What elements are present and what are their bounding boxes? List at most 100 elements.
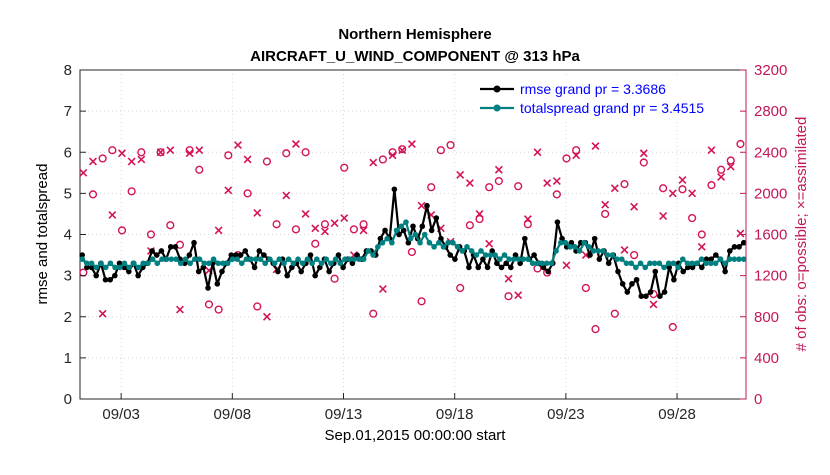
totalspread-point	[253, 256, 259, 262]
totalspread-point	[370, 252, 376, 258]
obs-assimilated-point	[359, 226, 368, 235]
obs-possible-point	[630, 250, 639, 260]
totalspread-point	[314, 256, 320, 262]
legend-rmse-label: rmse grand pr = 3.3686	[520, 81, 666, 97]
totalspread-point	[262, 260, 269, 267]
totalspread-point	[511, 256, 517, 262]
obs-assimilated-point	[282, 191, 291, 200]
rmse-point	[480, 256, 486, 262]
x-tick-label: 09/13	[325, 406, 363, 423]
obs-possible-point	[359, 220, 368, 229]
obs-assimilated-point	[185, 149, 194, 158]
obs-assimilated-point	[601, 200, 610, 209]
totalspread-point	[557, 239, 564, 246]
obs-possible-point	[311, 239, 320, 248]
totalspread-point	[234, 256, 240, 262]
totalspread-point	[440, 244, 447, 250]
obs-assimilated-point	[610, 184, 619, 193]
totalspread-point	[93, 264, 100, 271]
rmse-point	[619, 281, 626, 287]
totalspread-point	[229, 256, 236, 262]
totalspread-point	[126, 264, 132, 271]
obs-assimilated-point	[301, 209, 310, 218]
obs-assimilated-point	[736, 229, 745, 238]
rmse-point	[400, 227, 407, 234]
obs-possible-point	[504, 292, 513, 301]
legend: rmse grand pr = 3.3686 totalspread grand…	[476, 77, 738, 119]
totalspread-point	[248, 256, 254, 262]
rmse-point	[410, 223, 416, 230]
totalspread-point	[520, 256, 527, 262]
obs-possible-point	[137, 148, 146, 157]
totalspread-point	[393, 227, 400, 234]
obs-possible-point	[253, 302, 262, 311]
totalspread-point	[318, 260, 325, 267]
rmse-point	[382, 227, 388, 234]
totalspread-point	[698, 256, 705, 262]
obs-possible-point	[707, 181, 716, 190]
totalspread-point	[159, 256, 165, 262]
obs-possible-point	[697, 230, 706, 239]
totalspread-point	[689, 260, 695, 267]
rmse-point	[615, 268, 621, 275]
rmse-point	[126, 268, 132, 275]
rmse-point	[531, 252, 537, 258]
rmse-point	[484, 264, 491, 271]
obs-assimilated-point	[311, 224, 320, 233]
obs-possible-point	[146, 230, 156, 239]
rmse-point	[708, 256, 714, 262]
totalspread-point	[487, 252, 494, 258]
obs-assimilated-point	[678, 176, 687, 184]
rmse-point	[284, 272, 291, 279]
chart-title: Northern Hemisphere	[338, 26, 491, 43]
totalspread-point	[163, 256, 170, 262]
totalspread-point	[417, 239, 423, 246]
rmse-point	[689, 264, 696, 271]
obs-assimilated-point	[688, 189, 697, 198]
rmse-point	[340, 264, 346, 271]
obs-possible-point	[456, 283, 465, 293]
obs-possible-point	[79, 268, 88, 277]
axis-ticks: 0 1 2 3 4 5 6 7 8 0 400 800 1200 1600 2000 2400 2800 3200…	[64, 62, 788, 423]
totalspread-point	[623, 260, 630, 267]
obs-possible-point	[427, 183, 436, 192]
rmse-point	[428, 227, 435, 234]
rmse-point	[475, 264, 482, 271]
rmse-point	[629, 281, 635, 287]
x-tick-label: 09/23	[547, 406, 585, 423]
totalspread-point	[614, 256, 620, 262]
totalspread-point	[633, 264, 639, 271]
obs-possible-point	[349, 225, 359, 234]
totalspread-point	[473, 252, 480, 258]
obs-possible-point	[243, 189, 252, 198]
totalspread-point	[304, 256, 311, 262]
rmse-point	[647, 289, 654, 295]
rmse-point	[591, 235, 598, 242]
totalspread-point	[267, 256, 273, 262]
totalspread-point	[534, 260, 541, 267]
obs-possible-point	[562, 154, 571, 163]
obs-assimilated-point	[533, 148, 542, 157]
obs-assimilated-point	[475, 209, 484, 218]
totalspread-point	[562, 239, 569, 246]
rmse-point	[261, 252, 267, 258]
totalspread-point	[548, 260, 555, 267]
obs-possible-point	[108, 146, 117, 155]
totalspread-point	[431, 244, 437, 250]
totalspread-point	[187, 260, 193, 267]
totalspread-point	[243, 256, 250, 262]
totalspread-point	[145, 260, 151, 267]
rmse-point	[251, 264, 258, 271]
totalspread-point	[703, 260, 710, 267]
obs-possible-point	[572, 146, 581, 155]
rmse-point	[135, 272, 141, 279]
totalspread-point	[238, 260, 245, 267]
legend-box	[476, 77, 738, 119]
rmse-point	[298, 268, 304, 275]
totalspread-point	[177, 260, 184, 267]
obs-assimilated-point	[572, 151, 581, 160]
obs-assimilated-point	[620, 245, 629, 254]
rmse-point	[191, 239, 197, 246]
rmse-point	[494, 260, 500, 267]
obs-possible-point	[214, 305, 223, 314]
